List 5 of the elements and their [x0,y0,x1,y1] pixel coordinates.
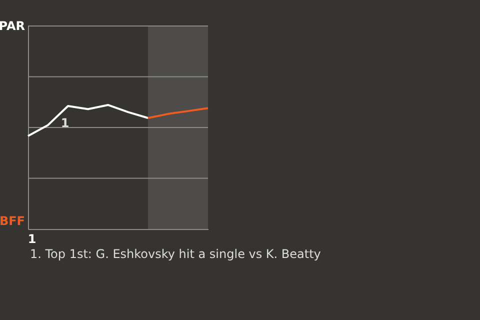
text: 1 [28,232,36,246]
annotation: 1 [60,116,70,130]
text: BFF [0,214,25,228]
text: 1. Top 1st: G. Eshkovsky hit a single vs K. Beatty [30,247,321,261]
text: PAR [0,19,25,33]
